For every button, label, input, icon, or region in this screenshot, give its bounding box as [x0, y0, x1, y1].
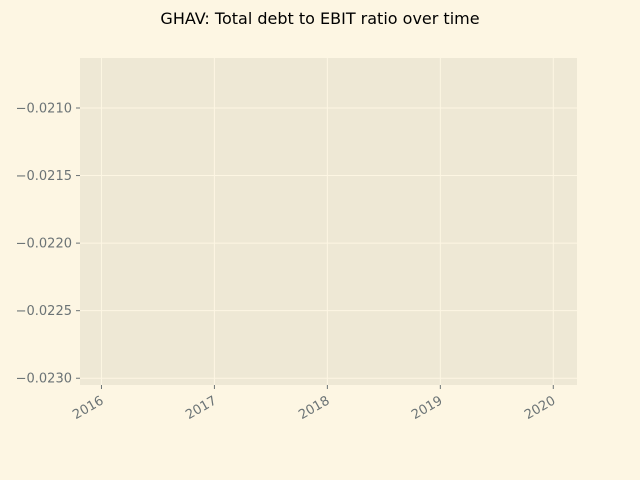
plot-area — [80, 58, 577, 385]
grid-lines — [80, 58, 577, 385]
chart-title: GHAV: Total debt to EBIT ratio over time — [160, 9, 479, 28]
y-tick-label: −0.0215 — [16, 169, 72, 184]
y-tick-label: −0.0220 — [16, 237, 72, 252]
y-tick-label: −0.0210 — [16, 101, 72, 116]
y-tick-label: −0.0225 — [16, 304, 72, 319]
y-tick-label: −0.0230 — [16, 372, 72, 387]
